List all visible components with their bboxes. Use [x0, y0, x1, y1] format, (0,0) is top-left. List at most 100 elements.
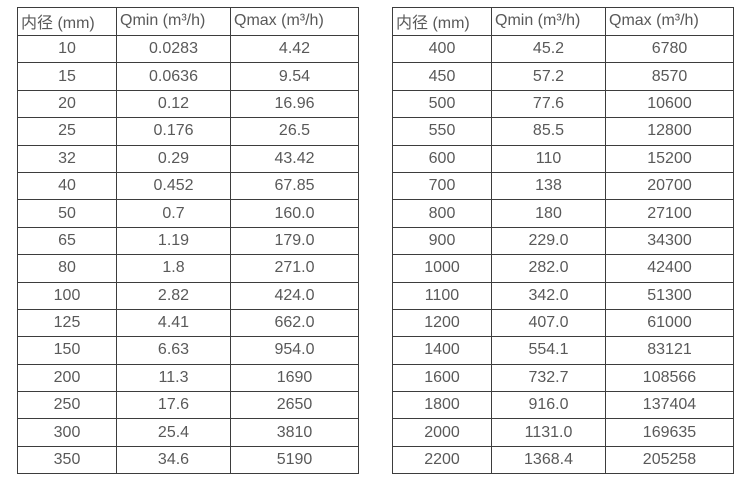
table-row: 550 85.5 12800	[392, 117, 734, 146]
column-header: Qmax (m³/h)	[605, 7, 734, 36]
table-cell: 600	[392, 144, 492, 173]
table-cell: 12800	[605, 117, 734, 146]
table-cell: 342.0	[491, 281, 606, 310]
table-cell: 61000	[605, 308, 734, 338]
table-cell: 110	[491, 144, 606, 173]
table-cell: 700	[392, 171, 492, 201]
table-row: 200 11.3 1690	[17, 363, 359, 393]
table-cell: 407.0	[491, 308, 606, 338]
table-cell: 1800	[392, 391, 492, 420]
table-cell: 15200	[605, 144, 734, 173]
table-cell: 0.0636	[116, 62, 231, 91]
table-cell: 2000	[392, 418, 492, 447]
table-cell: 137404	[605, 391, 734, 420]
flow-table-small-diameters: 内径 (mm) Qmin (m³/h) Qmax (m³/h) 10 0.0283 4.4…	[17, 7, 359, 475]
table-cell: 3810	[230, 418, 359, 447]
table-cell: 0.0283	[116, 34, 231, 64]
column-header: 内径 (mm)	[392, 7, 492, 36]
table-cell: 10600	[605, 89, 734, 119]
table-cell: 0.176	[116, 117, 231, 146]
table-cell: 1131.0	[491, 418, 606, 447]
table-cell: 50	[17, 199, 117, 228]
column-header: 内径 (mm)	[17, 7, 117, 36]
table-row: 100 2.82 424.0	[17, 281, 359, 310]
table-row: 1800 916.0 137404	[392, 391, 734, 420]
table-cell: 169635	[605, 418, 734, 447]
table-cell: 85.5	[491, 117, 606, 146]
table-cell: 1690	[230, 363, 359, 393]
table-row: 125 4.41 662.0	[17, 308, 359, 338]
table-cell: 1.19	[116, 226, 231, 256]
table-row: 20 0.12 16.96	[17, 89, 359, 119]
table-cell: 125	[17, 308, 117, 338]
table-cell: 662.0	[230, 308, 359, 338]
table-row: 300 25.4 3810	[17, 418, 359, 447]
table-row: 450 57.2 8570	[392, 62, 734, 91]
table-cell: 1000	[392, 254, 492, 283]
table-cell: 180	[491, 199, 606, 228]
table-cell: 916.0	[491, 391, 606, 420]
table-cell: 229.0	[491, 226, 606, 256]
table-cell: 25	[17, 117, 117, 146]
table-cell: 6.63	[116, 336, 231, 365]
table-row: 40 0.452 67.85	[17, 171, 359, 201]
table-cell: 11.3	[116, 363, 231, 393]
table-cell: 43.42	[230, 144, 359, 173]
table-cell: 9.54	[230, 62, 359, 91]
table-cell: 16.96	[230, 89, 359, 119]
table-cell: 65	[17, 226, 117, 256]
table-cell: 554.1	[491, 336, 606, 365]
table-row: 50 0.7 160.0	[17, 199, 359, 228]
table-cell: 4.41	[116, 308, 231, 338]
table-cell: 83121	[605, 336, 734, 365]
table-cell: 400	[392, 34, 492, 64]
table-cell: 20700	[605, 171, 734, 201]
table-cell: 32	[17, 144, 117, 173]
flow-table-large-diameters: 内径 (mm) Qmin (m³/h) Qmax (m³/h) 400 45.2 6780…	[392, 7, 734, 475]
table-cell: 42400	[605, 254, 734, 283]
table-row: 65 1.19 179.0	[17, 226, 359, 256]
table-cell: 1200	[392, 308, 492, 338]
table-row: 1600 732.7 108566	[392, 363, 734, 393]
table-cell: 34300	[605, 226, 734, 256]
table-cell: 424.0	[230, 281, 359, 310]
table-cell: 271.0	[230, 254, 359, 283]
table-cell: 20	[17, 89, 117, 119]
table-cell: 34.6	[116, 445, 231, 475]
column-header: Qmax (m³/h)	[230, 7, 359, 36]
table-cell: 0.452	[116, 171, 231, 201]
table-cell: 300	[17, 418, 117, 447]
table-cell: 77.6	[491, 89, 606, 119]
table-cell: 51300	[605, 281, 734, 310]
table-row: 15 0.0636 9.54	[17, 62, 359, 91]
table-row: 150 6.63 954.0	[17, 336, 359, 365]
table-cell: 138	[491, 171, 606, 201]
header-row: 内径 (mm) Qmin (m³/h) Qmax (m³/h)	[17, 7, 359, 36]
table-cell: 80	[17, 254, 117, 283]
table-cell: 108566	[605, 363, 734, 393]
table-cell: 1368.4	[491, 445, 606, 475]
table-cell: 57.2	[491, 62, 606, 91]
table-cell: 550	[392, 117, 492, 146]
table-row: 32 0.29 43.42	[17, 144, 359, 173]
table-cell: 2200	[392, 445, 492, 475]
table-row: 350 34.6 5190	[17, 445, 359, 475]
column-header: Qmin (m³/h)	[491, 7, 606, 36]
table-row: 700 138 20700	[392, 171, 734, 201]
table-cell: 179.0	[230, 226, 359, 256]
table-row: 2200 1368.4 205258	[392, 445, 734, 475]
table-cell: 6780	[605, 34, 734, 64]
table-cell: 732.7	[491, 363, 606, 393]
table-row: 1200 407.0 61000	[392, 308, 734, 338]
table-row: 2000 1131.0 169635	[392, 418, 734, 447]
table-row: 500 77.6 10600	[392, 89, 734, 119]
table-cell: 282.0	[491, 254, 606, 283]
table-cell: 25.4	[116, 418, 231, 447]
table-cell: 800	[392, 199, 492, 228]
table-cell: 17.6	[116, 391, 231, 420]
table-cell: 1600	[392, 363, 492, 393]
table-cell: 0.7	[116, 199, 231, 228]
table-row: 25 0.176 26.5	[17, 117, 359, 146]
table-cell: 40	[17, 171, 117, 201]
table-cell: 450	[392, 62, 492, 91]
